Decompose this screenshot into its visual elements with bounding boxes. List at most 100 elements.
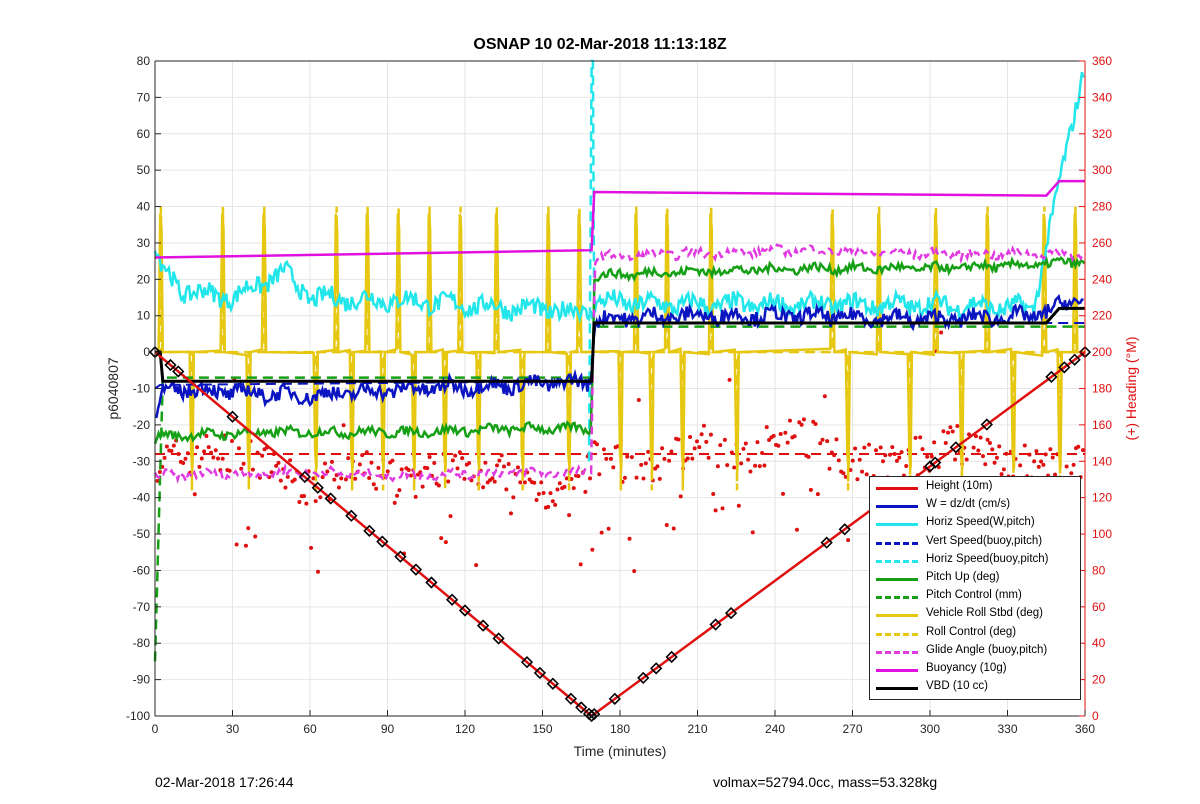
heading-point: [694, 439, 699, 444]
series-pitch-up: [153, 255, 1086, 445]
heading-point: [497, 458, 502, 463]
y2-tick-label: 40: [1092, 636, 1106, 650]
y-tick-label: -60: [133, 563, 151, 577]
heading-point: [274, 463, 279, 468]
heading-point: [504, 487, 509, 492]
heading-point: [576, 474, 581, 479]
heading-point: [599, 530, 604, 535]
heading-point: [539, 480, 544, 485]
y-tick-label: -80: [133, 636, 151, 650]
heading-point: [992, 460, 997, 465]
heading-point: [590, 547, 595, 552]
heading-point: [1080, 448, 1085, 453]
x-tick-label: 330: [997, 722, 1017, 736]
heading-point: [820, 437, 825, 442]
heading-point: [622, 475, 627, 480]
x-tick-label: 240: [765, 722, 785, 736]
height-marker: [520, 656, 534, 669]
heading-point: [320, 475, 325, 480]
heading-point: [567, 513, 572, 518]
heading-point: [632, 569, 637, 574]
heading-point: [1001, 467, 1006, 472]
height-marker: [564, 692, 578, 705]
heading-point: [755, 440, 760, 445]
heading-point: [278, 478, 283, 483]
heading-point: [785, 440, 790, 445]
height-marker: [394, 550, 407, 563]
heading-point: [629, 455, 634, 460]
heading-point: [939, 330, 944, 335]
heading-point: [750, 530, 755, 535]
heading-point: [676, 437, 681, 442]
heading-point: [655, 464, 660, 469]
legend-entry: Buoyancy (10g): [870, 661, 1080, 679]
heading-point: [483, 460, 488, 465]
heading-point: [288, 458, 293, 463]
legend-label: Glide Angle (buoy,pitch): [926, 643, 1048, 656]
heading-point: [1041, 462, 1046, 467]
heading-point: [571, 486, 576, 491]
heading-point: [460, 456, 465, 461]
legend-label: Vert Speed(buoy,pitch): [926, 534, 1043, 547]
heading-point: [1053, 472, 1058, 477]
heading-point: [546, 504, 551, 509]
y2-tick-label: 20: [1092, 673, 1106, 687]
heading-point: [197, 464, 202, 469]
heading-point: [250, 467, 255, 472]
heading-point: [950, 429, 955, 434]
heading-point: [395, 493, 400, 498]
heading-point: [1071, 462, 1076, 467]
heading-point: [243, 543, 248, 548]
legend-label: Height (10m): [926, 480, 993, 492]
x-tick-label: 270: [842, 722, 862, 736]
heading-point: [836, 458, 841, 463]
heading-point: [455, 466, 460, 471]
heading-point: [718, 443, 723, 448]
heading-point: [346, 456, 351, 461]
heading-point: [220, 456, 225, 461]
heading-point: [646, 449, 651, 454]
legend-entry: Glide Angle (buoy,pitch): [870, 643, 1080, 661]
heading-point: [527, 477, 532, 482]
height-marker: [164, 358, 177, 372]
y-tick-label: 0: [143, 345, 150, 359]
height-marker: [533, 666, 547, 680]
heading-point: [973, 434, 978, 439]
heading-point: [727, 377, 732, 382]
y2-tick-label: 240: [1092, 272, 1112, 286]
legend-swatch: [876, 578, 918, 581]
heading-point: [764, 425, 769, 430]
heading-point: [595, 442, 600, 447]
height-marker: [820, 536, 833, 549]
heading-point: [627, 536, 632, 541]
y2-tick-label: 340: [1092, 90, 1112, 104]
heading-point: [392, 500, 397, 505]
x-tick-label: 180: [610, 722, 630, 736]
heading-point: [1034, 449, 1039, 454]
heading-point: [325, 469, 330, 474]
x-tick-label: 210: [687, 722, 707, 736]
heading-point: [322, 461, 327, 466]
legend-swatch: [876, 487, 918, 490]
heading-point: [708, 432, 713, 437]
y2-tick-label: 220: [1092, 309, 1112, 323]
heading-point: [164, 444, 169, 449]
heading-point: [641, 476, 646, 481]
heading-point: [1032, 459, 1037, 464]
heading-point: [660, 446, 665, 451]
height-marker: [709, 618, 722, 631]
x-axis-label: Time (minutes): [574, 743, 667, 759]
heading-point: [994, 455, 999, 460]
heading-point: [964, 457, 969, 462]
legend-swatch: [876, 687, 918, 691]
heading-point: [316, 569, 321, 574]
heading-point: [611, 465, 616, 470]
heading-point: [1022, 443, 1027, 448]
heading-point: [713, 508, 718, 513]
heading-point: [397, 488, 402, 493]
heading-point: [1076, 444, 1081, 449]
heading-point: [562, 484, 567, 489]
legend-entry: Height (10m): [870, 479, 1080, 497]
heading-point: [1018, 463, 1023, 468]
heading-point: [157, 469, 162, 474]
